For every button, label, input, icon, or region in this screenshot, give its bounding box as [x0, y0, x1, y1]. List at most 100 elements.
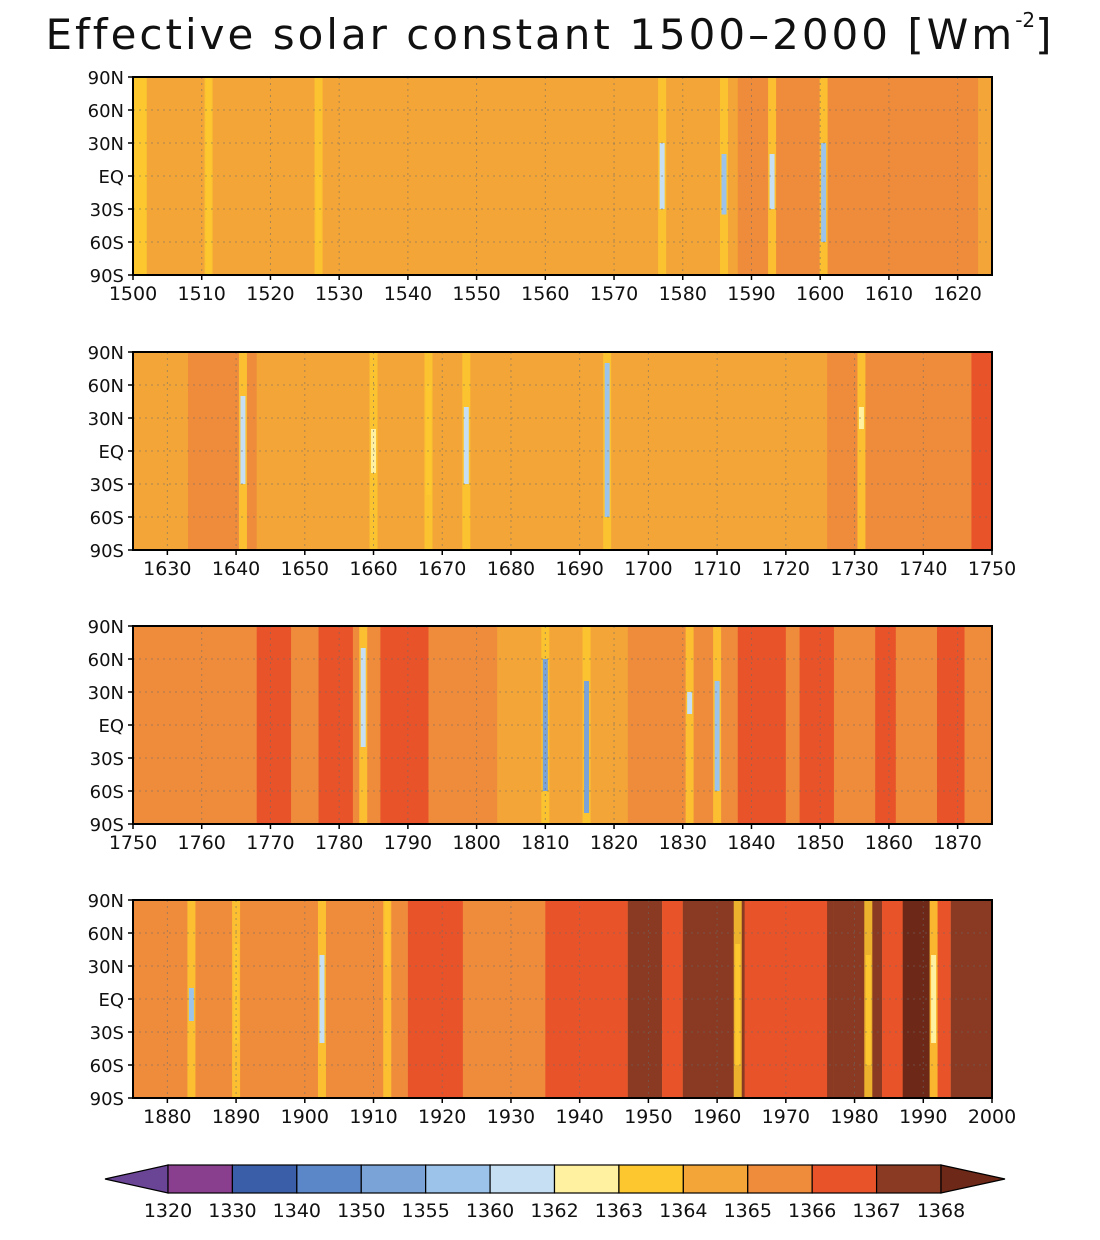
- event-halo: [685, 626, 694, 824]
- y-tick-label: 30S: [90, 1023, 124, 1044]
- event-mark: [319, 955, 325, 1043]
- x-tick-label: 1700: [624, 558, 672, 580]
- event-mark: [721, 154, 727, 215]
- x-tick-label: 1910: [349, 1106, 397, 1128]
- x-tick-label: 1640: [212, 558, 260, 580]
- colorbar-segment: [875, 1164, 942, 1194]
- event-halo: [383, 900, 392, 1098]
- x-tick-label: 1500: [109, 283, 157, 305]
- x-tick-label: 1920: [418, 1106, 466, 1128]
- x-tick-label: 1580: [659, 283, 707, 305]
- event-mark: [384, 900, 390, 966]
- x-tick-label: 1850: [796, 832, 844, 854]
- colorbar-extend-high: [940, 1164, 1006, 1194]
- heatmap-band: [827, 352, 972, 550]
- y-tick-label: 30N: [88, 683, 124, 704]
- event-mark: [769, 154, 775, 209]
- x-tick-label: 1780: [315, 832, 363, 854]
- x-tick-label: 1990: [899, 1106, 947, 1128]
- heatmap-panel-1: 1500 1510 1520 1530 1540 1550 1560 1570 1580 1590…: [88, 68, 993, 305]
- event-mark: [463, 407, 469, 484]
- y-tick-label: 60S: [90, 508, 124, 529]
- y-tick-label: 30S: [90, 475, 124, 496]
- heatmap-band: [875, 626, 896, 824]
- x-tick-label: 1970: [762, 1106, 810, 1128]
- colorbar-label: 1368: [917, 1200, 965, 1222]
- x-tick-label: 1550: [452, 283, 500, 305]
- y-tick-label: 30N: [88, 957, 124, 978]
- x-tick-label: 1670: [418, 558, 466, 580]
- x-tick-label: 1540: [384, 283, 432, 305]
- x-tick-label: 1600: [796, 283, 844, 305]
- x-tick-label: 2000: [968, 1106, 1016, 1128]
- x-tick-label: 1610: [865, 283, 913, 305]
- x-tick-label: 1560: [521, 283, 569, 305]
- x-tick-label: 1750: [968, 558, 1016, 580]
- heatmap-band: [882, 900, 903, 1098]
- x-tick-label: 1980: [830, 1106, 878, 1128]
- event-mark: [931, 955, 937, 1043]
- x-tick-label: 1770: [246, 832, 294, 854]
- x-tick-label: 1820: [590, 832, 638, 854]
- colorbar-segment: [682, 1164, 749, 1194]
- heatmap-panel-4: 1880 1890 1900 1910 1920 1930 1940 1950 1960 1970…: [88, 891, 1017, 1128]
- colorbar-label: 1330: [208, 1200, 256, 1222]
- colorbar-extend-low: [104, 1164, 169, 1194]
- x-tick-label: 1530: [315, 283, 363, 305]
- event-mark: [542, 659, 548, 791]
- colorbar-segment: [231, 1164, 298, 1194]
- colorbar-label: 1350: [337, 1200, 385, 1222]
- colorbar-label: 1320: [144, 1200, 192, 1222]
- event-mark: [714, 681, 720, 791]
- y-tick-label: 60N: [88, 376, 124, 397]
- colorbar-segment: [489, 1164, 556, 1194]
- x-tick-label: 1960: [693, 1106, 741, 1128]
- event-mark: [360, 648, 366, 747]
- x-tick-label: 1720: [762, 558, 810, 580]
- x-tick-label: 1900: [281, 1106, 329, 1128]
- y-tick-label: 90N: [88, 617, 124, 638]
- x-tick-label: 1680: [487, 558, 535, 580]
- x-tick-label: 1590: [727, 283, 775, 305]
- event-mark: [316, 176, 322, 242]
- colorbar-segment: [747, 1164, 813, 1194]
- heatmap-band: [256, 626, 292, 824]
- event-mark: [425, 385, 431, 495]
- colorbar-segment: [425, 1164, 491, 1194]
- colorbar-label: 1365: [724, 1200, 772, 1222]
- colorbar-label: 1340: [273, 1200, 321, 1222]
- colorbar-segment: [618, 1164, 684, 1194]
- x-tick-label: 1870: [933, 832, 981, 854]
- chart-title: Effective solar constant 1500–2000 [Wm-2…: [0, 8, 1100, 59]
- heatmap-panel-2: 1630 1640 1650 1660 1670 1680 1690 1700 1710 1720…: [88, 343, 1017, 580]
- colorbar-label: 1355: [401, 1200, 449, 1222]
- heatmap-band: [318, 626, 353, 824]
- event-mark: [604, 363, 610, 517]
- y-tick-label: 60S: [90, 233, 124, 254]
- y-tick-label: EQ: [98, 716, 124, 737]
- x-tick-label: 1930: [487, 1106, 535, 1128]
- colorbar-label: 1362: [530, 1200, 578, 1222]
- x-tick-label: 1880: [143, 1106, 191, 1128]
- event-mark: [584, 681, 590, 813]
- x-tick-label: 1650: [281, 558, 329, 580]
- y-tick-label: 30N: [88, 409, 124, 430]
- event-mark: [188, 988, 194, 1021]
- heatmap-band: [971, 352, 992, 550]
- colorbar-label: 1367: [852, 1200, 900, 1222]
- colorbar-segment: [296, 1164, 362, 1194]
- x-tick-label: 1750: [109, 832, 157, 854]
- x-tick-label: 1800: [452, 832, 500, 854]
- x-tick-label: 1940: [556, 1106, 604, 1128]
- x-tick-label: 1830: [659, 832, 707, 854]
- x-tick-label: 1890: [212, 1106, 260, 1128]
- x-tick-label: 1790: [384, 832, 432, 854]
- x-tick-label: 1730: [830, 558, 878, 580]
- x-tick-label: 1620: [933, 283, 981, 305]
- y-tick-label: EQ: [98, 167, 124, 188]
- event-mark: [206, 77, 212, 275]
- heatmap-band: [662, 900, 683, 1098]
- y-tick-label: 60N: [88, 650, 124, 671]
- x-tick-label: 1710: [693, 558, 741, 580]
